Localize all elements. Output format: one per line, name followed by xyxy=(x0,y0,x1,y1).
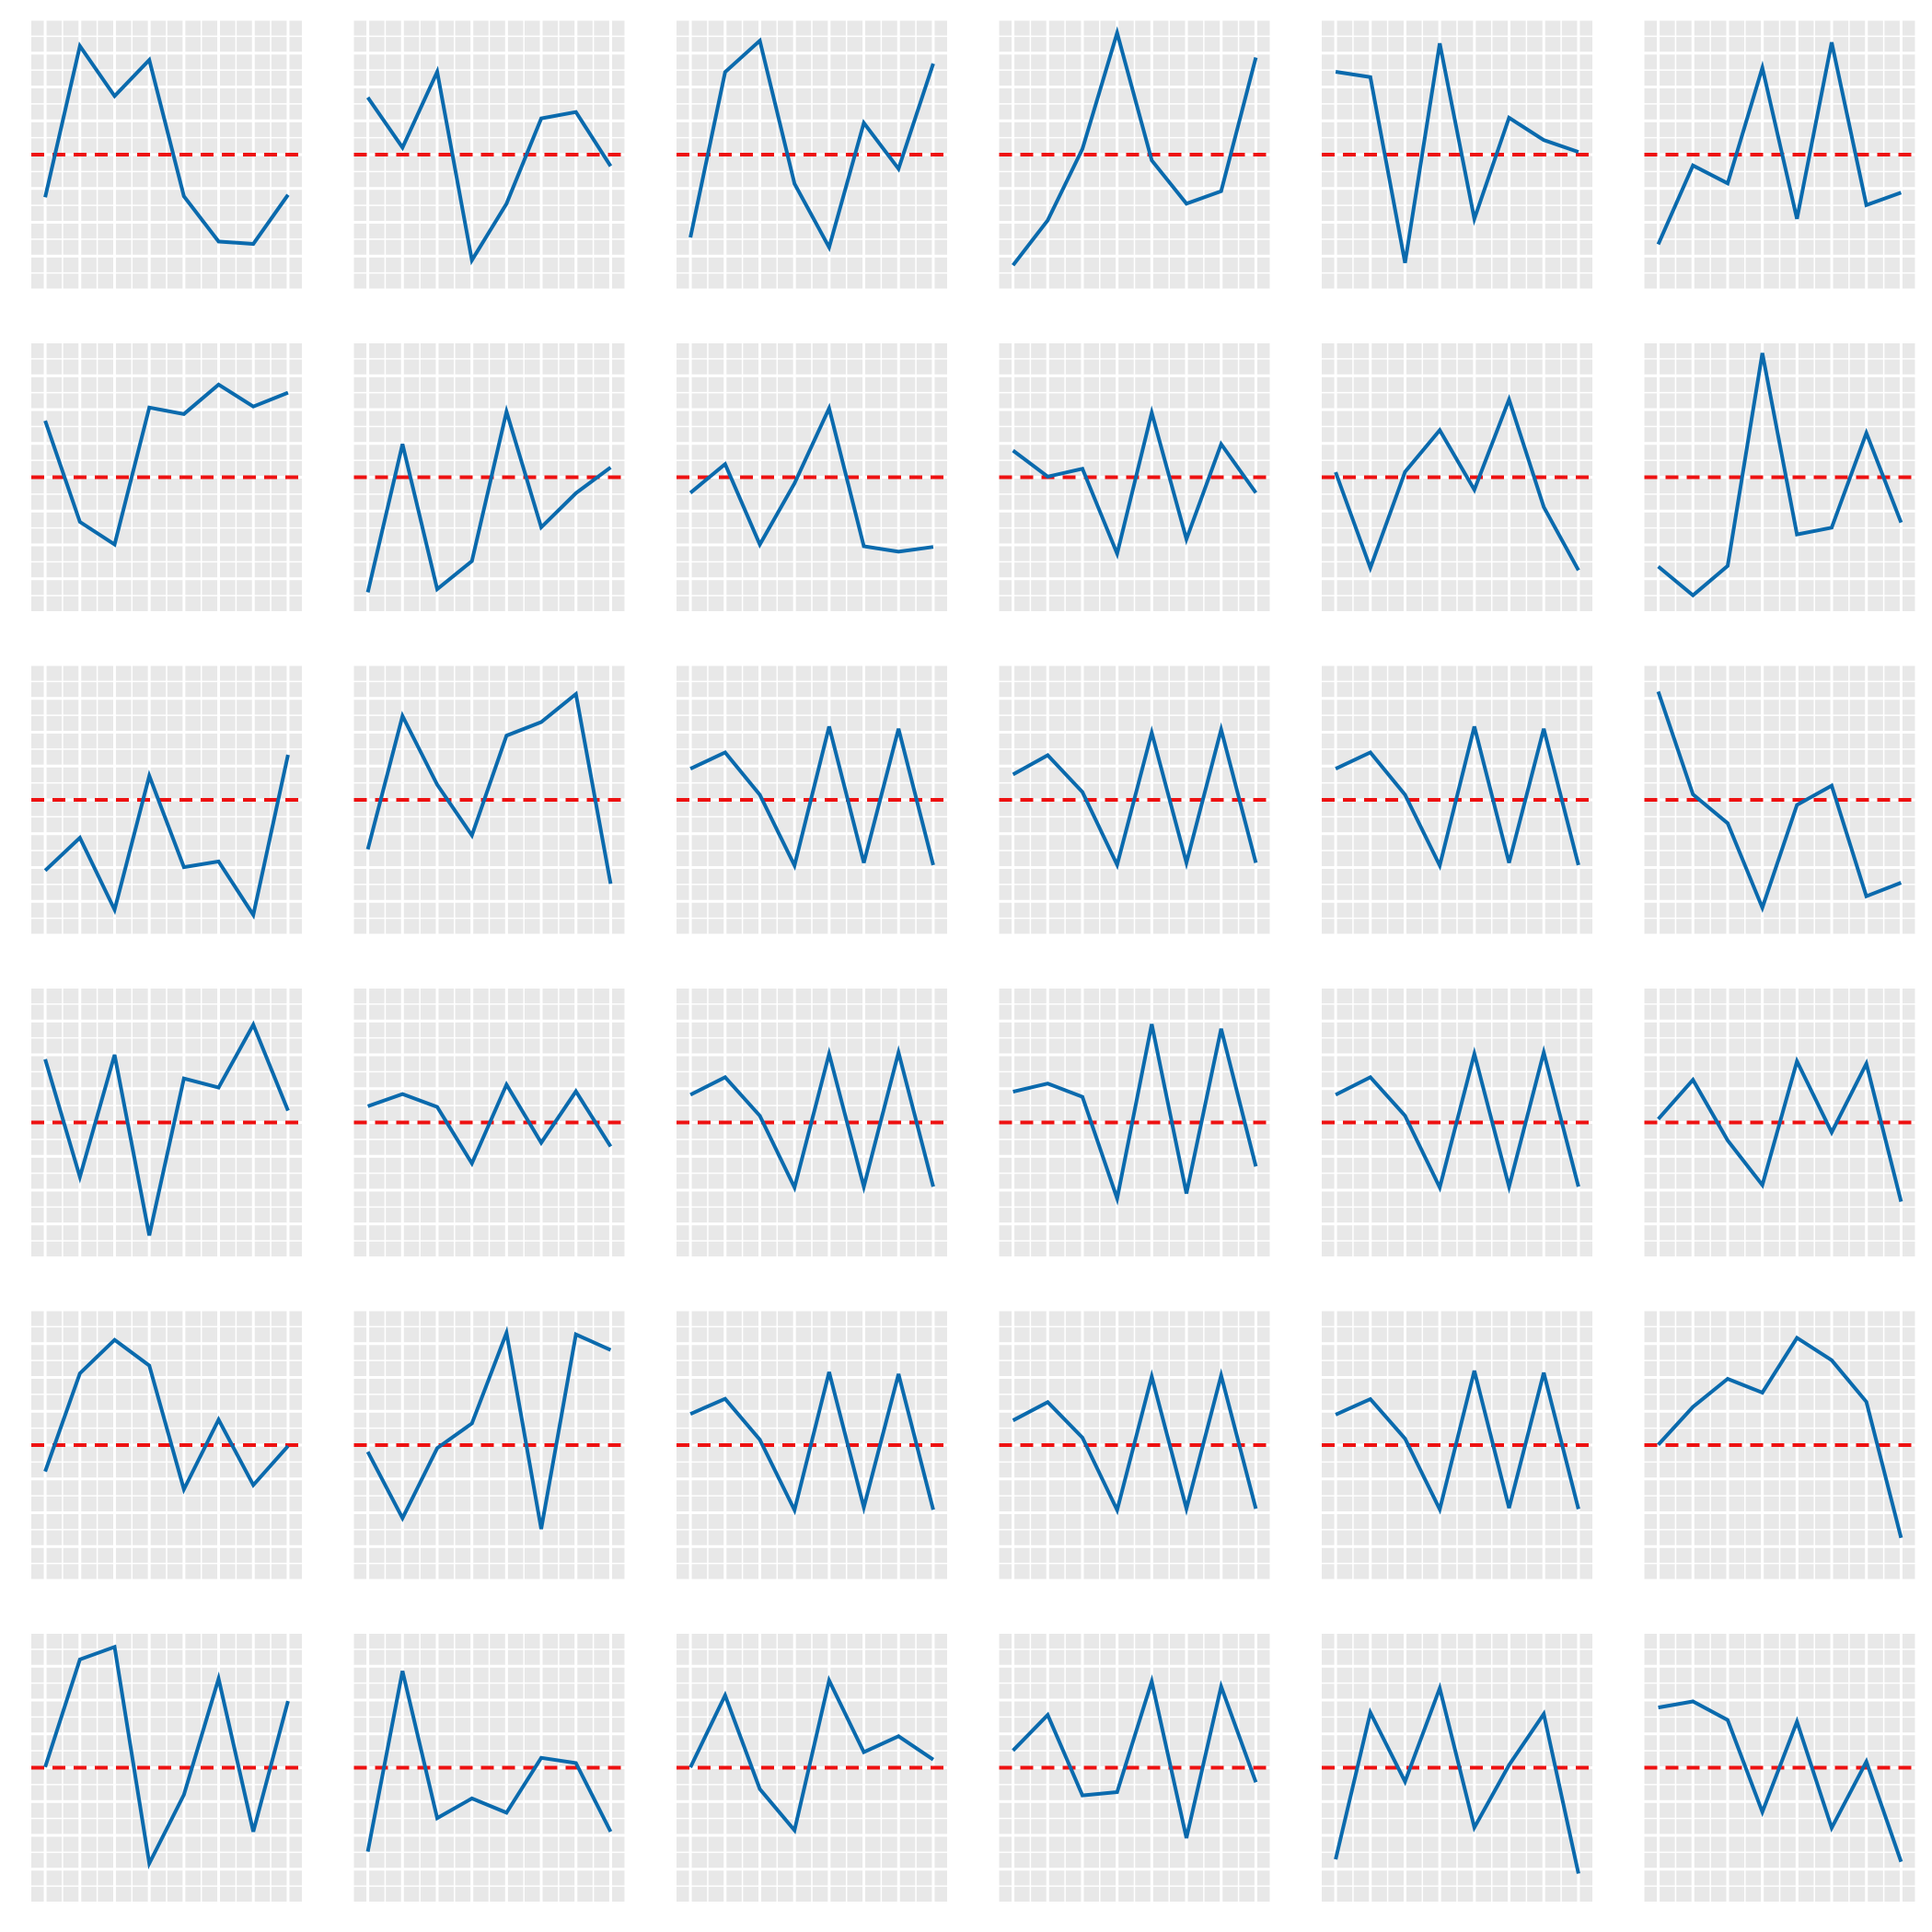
series-line xyxy=(1657,353,1903,598)
panel-r5-c5 xyxy=(1322,1308,1592,1582)
series-line xyxy=(688,402,934,554)
panel-r3-c1 xyxy=(31,663,302,937)
series-line xyxy=(43,754,290,920)
series-line xyxy=(1012,26,1258,267)
panel-r5-c2 xyxy=(353,1308,625,1582)
panel-r6-c2 xyxy=(353,1631,625,1904)
panel-r6-c3 xyxy=(677,1631,947,1904)
panel-r4-c5 xyxy=(1322,986,1592,1259)
series-line xyxy=(1334,393,1580,573)
panel-r6-c5 xyxy=(1322,1631,1592,1904)
panel-r5-c1 xyxy=(31,1308,302,1582)
series-line xyxy=(1012,1368,1258,1517)
panel-r2-c3 xyxy=(677,341,947,614)
panel-r2-c1 xyxy=(31,341,302,614)
panel-r6-c1 xyxy=(31,1631,302,1904)
series-line xyxy=(689,725,935,872)
panel-r3-c6 xyxy=(1644,663,1915,937)
panel-r2-c2 xyxy=(353,341,625,614)
series-line xyxy=(689,1371,935,1516)
series-line xyxy=(1012,722,1258,871)
panel-r3-c3 xyxy=(677,663,947,937)
panel-r4-c1 xyxy=(31,986,302,1259)
series-line xyxy=(1335,1370,1580,1515)
panel-r3-c5 xyxy=(1322,663,1592,937)
series-line xyxy=(365,65,613,266)
series-line xyxy=(365,1325,612,1530)
series-line xyxy=(1012,1674,1258,1839)
series-line xyxy=(1656,690,1903,913)
series-line xyxy=(366,1080,613,1168)
panel-r5-c3 xyxy=(677,1308,947,1582)
series-line xyxy=(689,1045,935,1195)
panel-r1-c3 xyxy=(677,17,947,292)
series-line xyxy=(1012,1024,1258,1206)
panel-r2-c6 xyxy=(1644,341,1915,614)
panel-r1-c1 xyxy=(31,17,302,292)
series-line xyxy=(365,1670,613,1852)
series-line xyxy=(1335,725,1580,872)
panel-r2-c4 xyxy=(999,341,1270,614)
panel-r6-c6 xyxy=(1644,1631,1915,1904)
series-line xyxy=(365,404,612,593)
panel-r2-c5 xyxy=(1322,341,1592,614)
series-line xyxy=(43,41,290,247)
panel-r1-c6 xyxy=(1644,17,1915,292)
series-line xyxy=(1335,42,1579,263)
series-line xyxy=(43,1644,290,1869)
panel-r5-c4 xyxy=(999,1308,1270,1582)
panel-r4-c4 xyxy=(999,986,1270,1259)
panel-r3-c2 xyxy=(353,663,625,937)
panel-r6-c4 xyxy=(999,1631,1270,1904)
series-line xyxy=(688,37,935,252)
series-line xyxy=(1658,1699,1903,1863)
series-line xyxy=(365,690,613,885)
series-line xyxy=(43,1020,290,1236)
panel-r4-c6 xyxy=(1644,986,1915,1259)
panel-r1-c5 xyxy=(1322,17,1592,292)
series-line xyxy=(1657,1056,1903,1202)
panel-r4-c3 xyxy=(677,986,947,1259)
series-line xyxy=(1657,1335,1903,1539)
panel-r1-c4 xyxy=(999,17,1270,292)
series-line xyxy=(43,1337,290,1495)
series-line xyxy=(43,382,289,548)
panel-r1-c2 xyxy=(353,17,625,292)
panel-r3-c4 xyxy=(999,663,1270,937)
panel-r5-c6 xyxy=(1644,1308,1915,1582)
series-line xyxy=(1012,405,1258,561)
series-line xyxy=(688,1674,935,1834)
series-line xyxy=(1656,41,1903,246)
panel-r4-c2 xyxy=(353,986,625,1259)
series-line xyxy=(1334,1682,1580,1874)
series-line xyxy=(1335,1045,1580,1195)
